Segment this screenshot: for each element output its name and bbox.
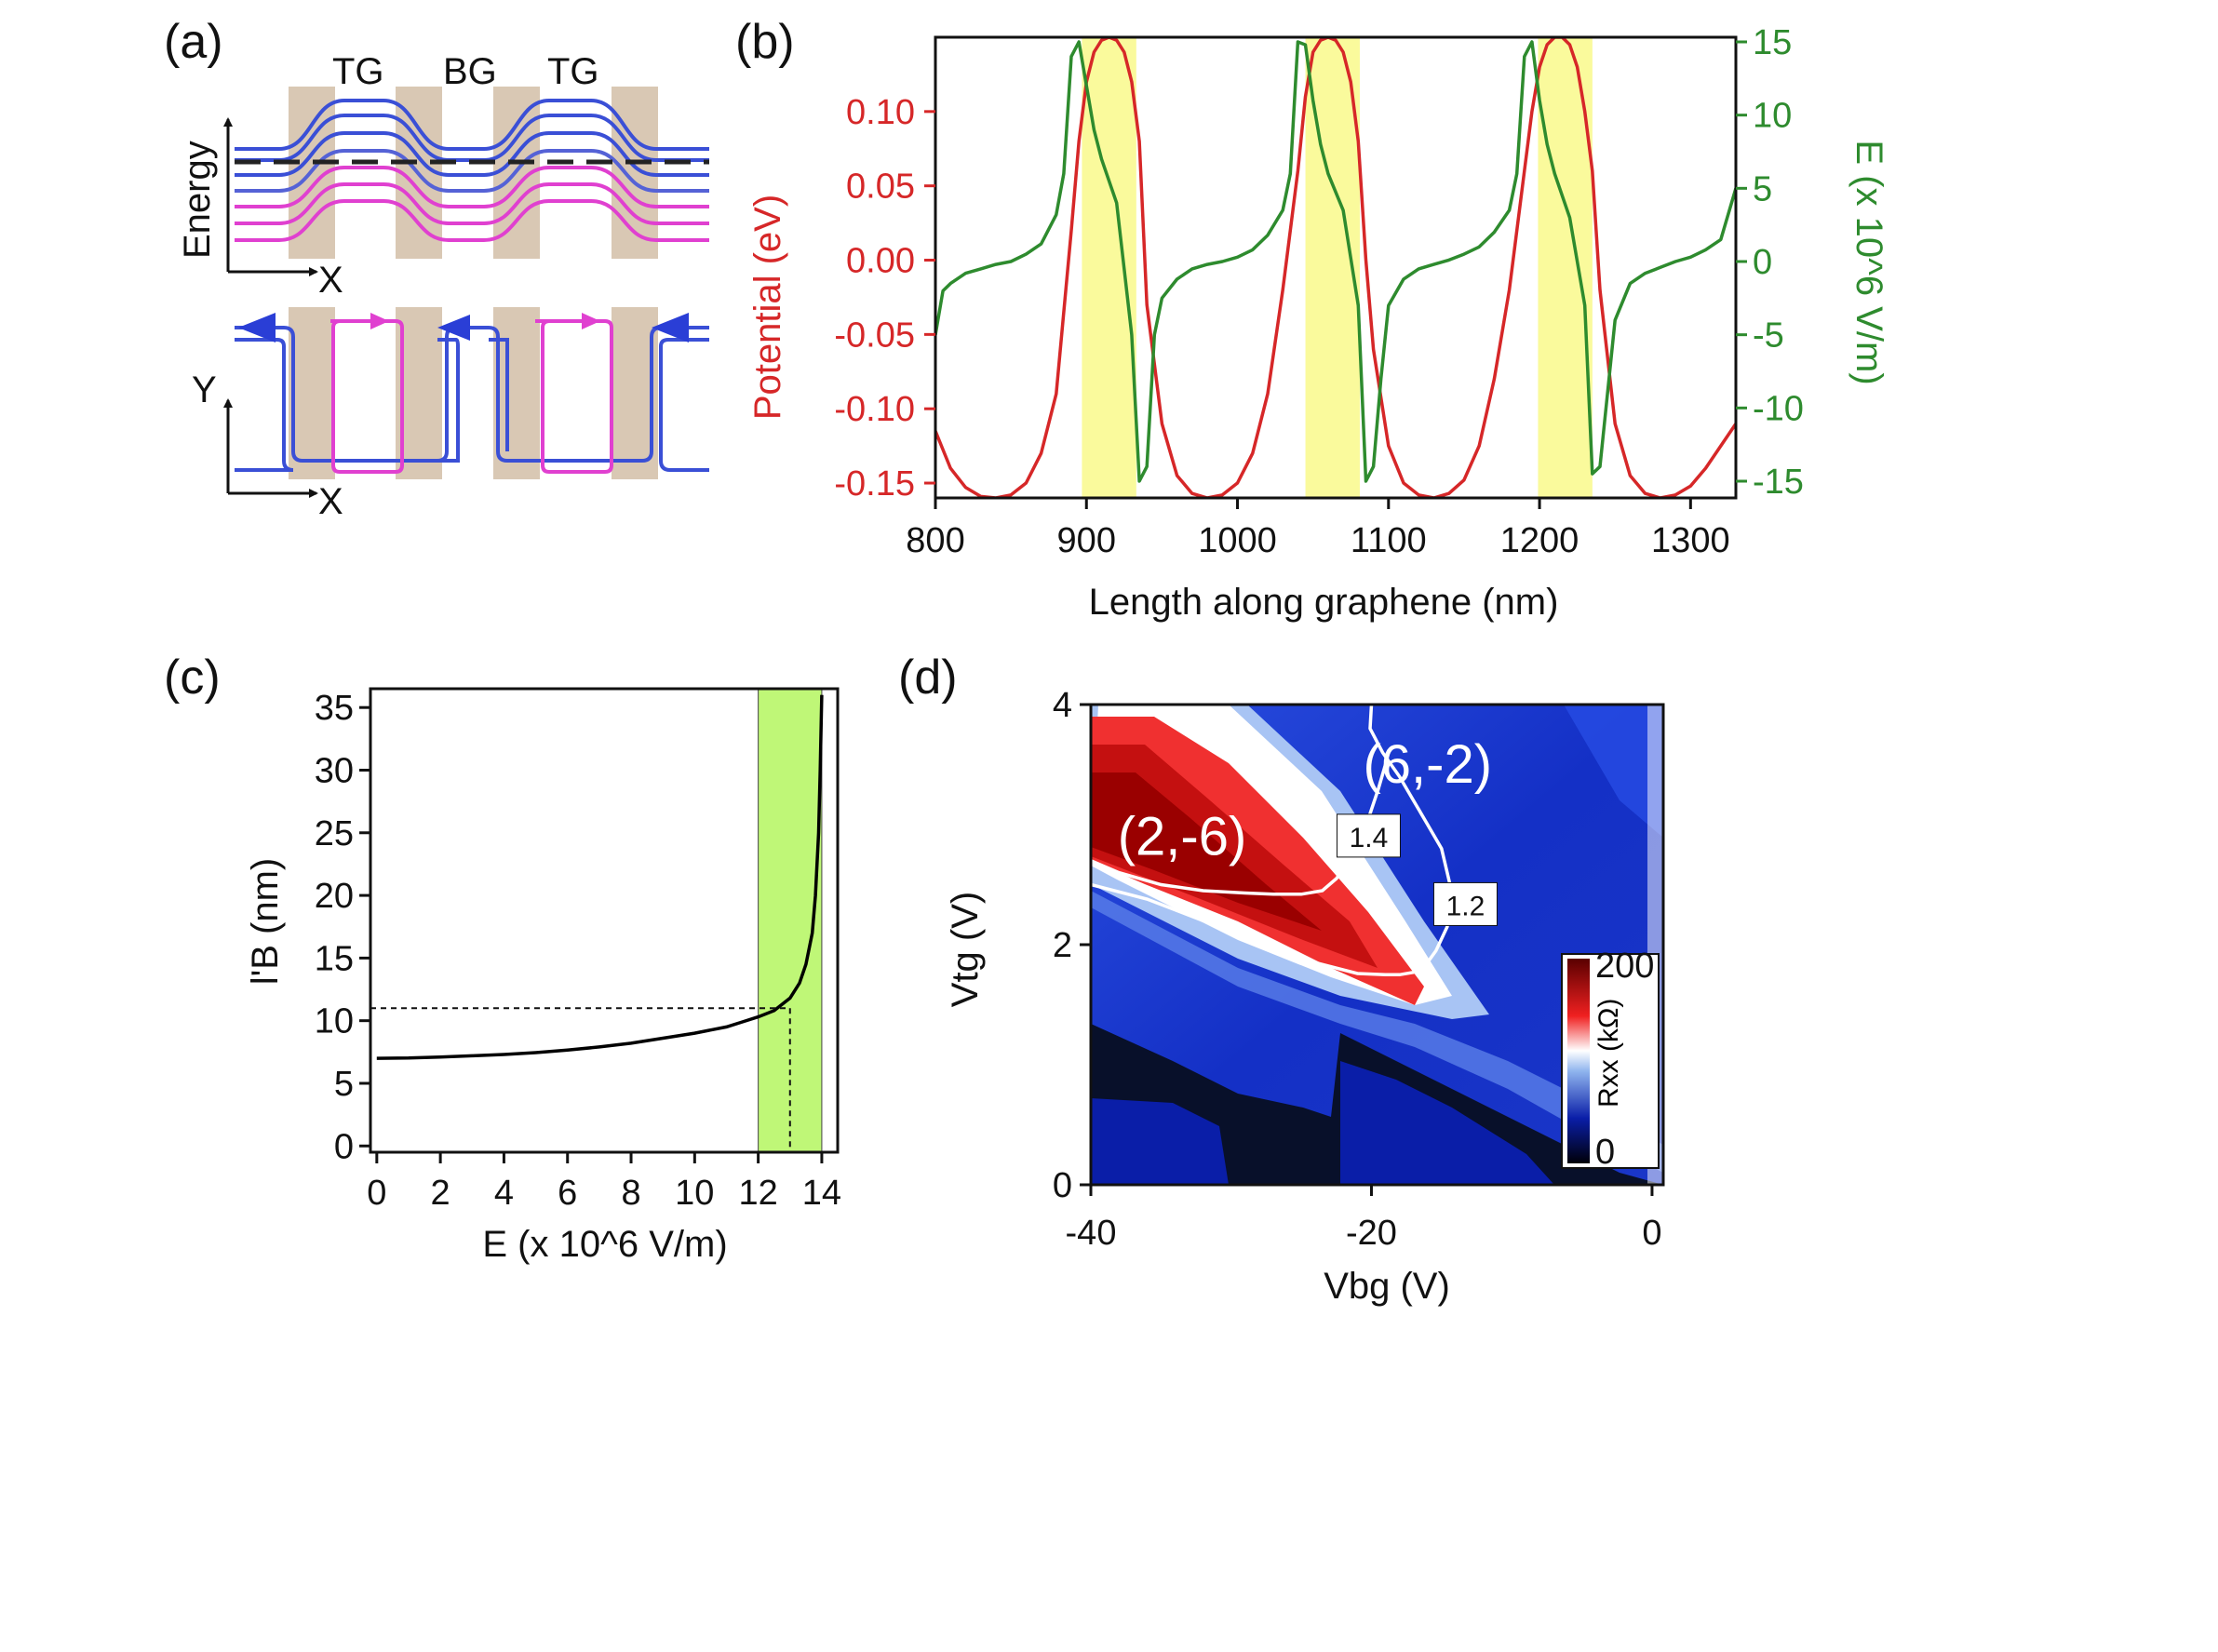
series-lines	[376, 694, 824, 1060]
x-axis: 800 900 1000 1100 1200 1300	[906, 498, 1730, 560]
panel-label-a: (a)	[164, 15, 223, 69]
x-tick-label: 1000	[1198, 521, 1277, 560]
panel-label-c: (c)	[164, 651, 221, 705]
colorbar-gradient	[1567, 959, 1590, 1163]
y-right-tick-label: -5	[1753, 316, 1784, 356]
colorbar: 200 0 Rxx (kΩ)	[1561, 947, 1660, 1172]
x-tick-label: 6	[558, 1174, 577, 1213]
x-tick-label: 900	[1057, 521, 1116, 560]
y-tick-label: 0	[334, 1127, 354, 1166]
y-axis: 0 2 4	[1053, 686, 1091, 1205]
plot-frame	[369, 687, 840, 1154]
x-tick-label: 0	[1642, 1214, 1661, 1253]
series-line-field	[935, 40, 1736, 483]
reference-lines	[370, 1007, 791, 1152]
y-left-tick-label: -0.10	[834, 390, 915, 429]
band-lines	[235, 99, 709, 242]
plot-frame	[934, 35, 1738, 500]
y-left-tick-label: 0.10	[846, 93, 915, 132]
panel-a-schematic: TG BG TG Energy X	[177, 51, 709, 522]
edge-state-paths	[235, 319, 709, 474]
y-left-tick-label: -0.05	[834, 316, 915, 355]
y-tick-label: 10	[315, 1002, 354, 1041]
y-right-tick-label: -15	[1753, 463, 1804, 502]
y-axis-title: l'B (nm)	[245, 858, 286, 986]
colorbar-label: Rxx (kΩ)	[1593, 999, 1624, 1108]
x-axis: 0 2 4 6 8 10 12 14	[367, 1152, 841, 1213]
x-axis: -40 -20 0	[1066, 1185, 1662, 1253]
highlight-band-2	[1538, 37, 1593, 498]
y-right-tick-label: 15	[1753, 23, 1792, 62]
panel-b-chart: 800 900 1000 1100 1200 1300 0.10 0.05 0.00 -0.05…	[747, 23, 1889, 623]
y-right-tick-label: 5	[1753, 169, 1772, 208]
gate-label-tg-1: TG	[332, 51, 384, 92]
x-tick-label: 8	[621, 1174, 640, 1213]
y-left-tick-label: 0.05	[846, 168, 915, 207]
x-axis-label-bottom: X	[318, 481, 343, 522]
y-right-tick-label: -10	[1753, 389, 1804, 428]
y-tick-label: 20	[315, 877, 354, 916]
y-axis-title: Vtg (V)	[945, 892, 986, 1007]
x-tick-label: 14	[802, 1174, 841, 1213]
series-line-lb	[376, 694, 824, 1060]
y-tick-label: 30	[315, 751, 354, 790]
y-tick-label: 0	[1053, 1166, 1072, 1205]
contour-label-1: 1.2	[1446, 891, 1485, 921]
y-axis-label: Y	[192, 369, 217, 410]
gate-label-bg: BG	[443, 51, 497, 92]
highlight-bands	[1082, 37, 1593, 498]
x-tick-label: 2	[431, 1174, 450, 1213]
x-axis-title: Length along graphene (nm)	[1089, 582, 1559, 623]
panel-c-chart: 0 2 4 6 8 10 12 14 0 5 10 15 20 25 30 35 E (x 10^6 V/m…	[245, 687, 841, 1265]
series-line-potential	[935, 37, 1736, 498]
region-label-1: (2,-6)	[1118, 806, 1247, 866]
x-tick-label: 12	[738, 1174, 777, 1213]
series-lines	[935, 37, 1736, 498]
contour-labels: 1.4 1.2	[1336, 813, 1498, 926]
y-axis-right: 15 10 5 0 -5 -10 -15	[1736, 23, 1804, 502]
y-tick-label: 15	[315, 939, 354, 978]
energy-axis-label: Energy	[177, 141, 218, 259]
x-axis-title: Vbg (V)	[1324, 1266, 1450, 1307]
y-axis-left-title: Potential (eV)	[747, 195, 788, 420]
panel-label-b: (b)	[735, 15, 795, 69]
x-axis-title: E (x 10^6 V/m)	[482, 1224, 727, 1265]
contour-label-box-1	[1432, 881, 1498, 926]
colorbar-tick-max: 200	[1595, 947, 1654, 986]
y-axis: 0 5 10 15 20 25 30 35	[315, 689, 370, 1166]
y-left-tick-label: 0.00	[846, 242, 915, 281]
y-right-tick-label: 10	[1753, 97, 1792, 136]
contour-line-1	[1091, 705, 1452, 977]
panel-d-heatmap: 1.41.2 (6,-2)(2,-6) 200 0 Rxx (kΩ) -40 -2…	[945, 686, 1665, 1307]
y-right-tick-label: 0	[1753, 243, 1772, 282]
colorbar-tick-min: 0	[1595, 1133, 1615, 1172]
gate-label-tg-2: TG	[547, 51, 599, 92]
region-label-0: (6,-2)	[1363, 734, 1492, 795]
x-tick-label: 10	[675, 1174, 714, 1213]
x-tick-label: 800	[906, 521, 964, 560]
x-tick-label: -20	[1346, 1214, 1397, 1253]
contour-label-box-0	[1336, 813, 1401, 858]
y-tick-label: 4	[1053, 686, 1072, 725]
y-tick-label: 35	[315, 689, 354, 728]
x-tick-label: -40	[1066, 1214, 1117, 1253]
x-tick-label: 1100	[1351, 521, 1427, 560]
edge-state-arrows	[238, 313, 689, 342]
panel-label-d: (d)	[898, 651, 958, 705]
y-tick-label: 5	[334, 1065, 354, 1104]
x-tick-label: 4	[494, 1174, 514, 1213]
contour-label-0: 1.4	[1350, 823, 1389, 853]
x-tick-label: 1200	[1500, 521, 1579, 560]
gate-blocks	[289, 87, 658, 479]
y-tick-label: 2	[1053, 926, 1072, 965]
region-labels: (6,-2) (2,-6)	[1118, 734, 1492, 866]
y-axis-right-title: E (x 10^6 V/m)	[1848, 140, 1889, 384]
y-tick-label: 25	[315, 814, 354, 853]
y-left-tick-label: -0.15	[834, 464, 915, 504]
x-axis-label-top: X	[318, 260, 343, 301]
x-tick-label: 1300	[1651, 521, 1730, 560]
x-tick-label: 0	[367, 1174, 386, 1213]
y-axis-left: 0.10 0.05 0.00 -0.05 -0.10 -0.15	[834, 93, 935, 504]
